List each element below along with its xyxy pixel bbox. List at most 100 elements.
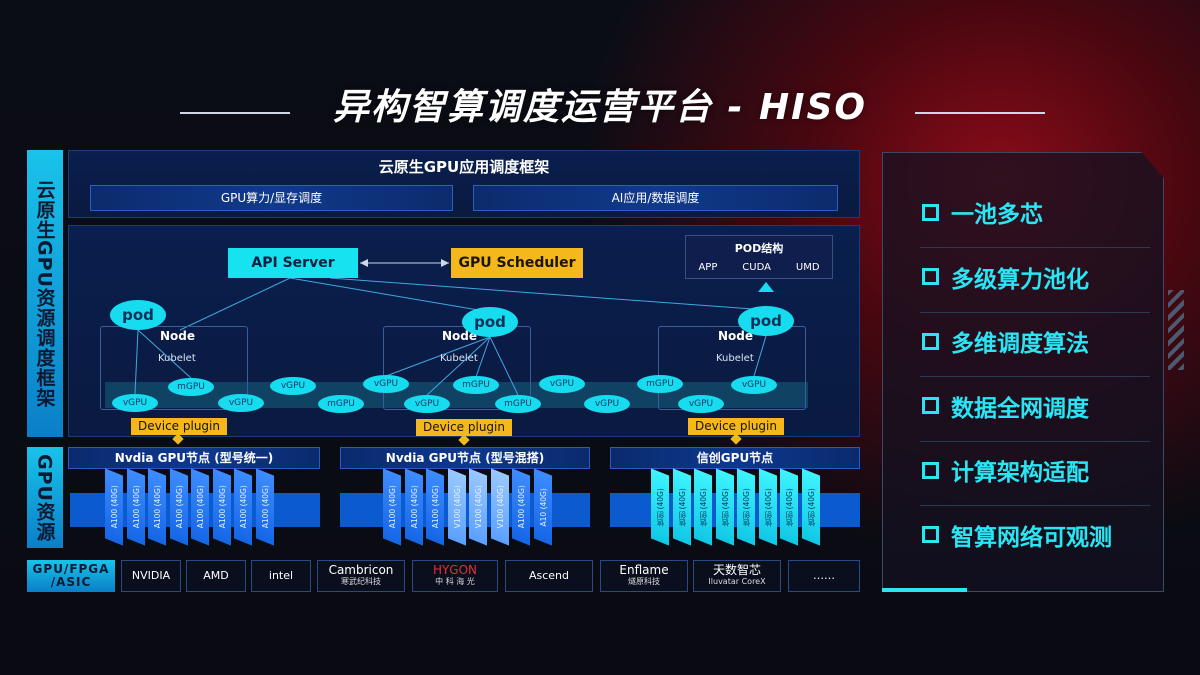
vgpu-ellipse: vGPU bbox=[112, 394, 158, 412]
side-label-framework: 云原生GPU资源调度框架 bbox=[27, 150, 63, 437]
gpu-chip-label: A100 (40G) bbox=[152, 485, 162, 529]
device-plugin-2: Device plugin bbox=[416, 419, 512, 436]
vendor-sub: 中 科 海 光 bbox=[435, 577, 475, 586]
vendor-logo-3: Cambricon 寒武纪科技 bbox=[317, 560, 405, 592]
gpu-chip-label: A100 (40G) bbox=[387, 485, 397, 529]
pod-structure-item: CUDA bbox=[742, 262, 771, 273]
gpu-chip: 信创 (40G) bbox=[672, 468, 691, 546]
vgpu-ellipse: vGPU bbox=[584, 395, 630, 413]
vendor-logo-6: Enflame 燧原科技 bbox=[600, 560, 688, 592]
vendor-logo-8: …… bbox=[788, 560, 860, 592]
gpu-chip-label: A100 (40G) bbox=[131, 485, 140, 529]
features-panel bbox=[882, 152, 1164, 592]
feature-label: 数据全网调度 bbox=[951, 395, 1089, 422]
gpu-chip: 信创 (40G) bbox=[801, 468, 820, 546]
pod-1: pod bbox=[110, 300, 166, 330]
kubelet-label: Kubelet bbox=[716, 353, 754, 364]
node-label: Node bbox=[718, 329, 754, 343]
vgpu-ellipse: vGPU bbox=[678, 395, 724, 413]
checkbox-square-icon bbox=[922, 397, 939, 414]
gpu-chip: 信创 (40G) bbox=[758, 468, 777, 546]
gpu-chip: A10 (40G) bbox=[533, 468, 552, 546]
gpu-chip: 信创 (40G) bbox=[780, 468, 798, 546]
gpu-chip-label: 信创 (40G) bbox=[763, 487, 772, 527]
gpu-chip: 信创 (40G) bbox=[651, 468, 669, 546]
checkbox-square-icon bbox=[922, 203, 939, 221]
feature-label: 计算架构适配 bbox=[951, 460, 1089, 486]
gpu-chip-label: V100 (40G) bbox=[473, 485, 483, 529]
pod-2: pod bbox=[462, 307, 518, 337]
gpu-chip: 信创 (40G) bbox=[715, 468, 734, 546]
kubelet-label: Kubelet bbox=[440, 353, 478, 364]
kubelet-label: Kubelet bbox=[158, 353, 196, 364]
gpu-chip: A100 (40G) bbox=[105, 468, 123, 546]
gpu-chip-label: A100 (40G) bbox=[217, 485, 226, 529]
gpu-chip-label: 信创 (40G) bbox=[655, 487, 665, 527]
node-label: Node bbox=[160, 329, 196, 343]
gpu-chip-label: A100 (40G) bbox=[109, 485, 119, 529]
gpu-chip-label: A100 (40G) bbox=[516, 485, 526, 529]
gpu-chip-label: A100 (40G) bbox=[260, 485, 269, 529]
mgpu-ellipse: mGPU bbox=[168, 378, 214, 396]
node-box-1 bbox=[100, 326, 248, 410]
vendor-name: Ascend bbox=[528, 569, 570, 582]
feature-divider bbox=[920, 505, 1150, 506]
gpu-compute-bar: GPU算力/显存调度 bbox=[90, 185, 453, 211]
vendor-logo-5: Ascend bbox=[505, 560, 593, 592]
gpu-scheduler-box: GPU Scheduler bbox=[451, 248, 583, 278]
vgpu-ellipse: vGPU bbox=[270, 377, 316, 395]
feature-divider bbox=[920, 247, 1150, 248]
vendor-name: 天数智芯 bbox=[712, 563, 761, 577]
gpu-chip: V100 (40G) bbox=[447, 468, 466, 546]
gpu-chip-label: V100 (40G) bbox=[495, 485, 504, 529]
checkbox-square-icon bbox=[922, 268, 939, 285]
vendor-sub: 燧原科技 bbox=[628, 577, 660, 586]
gpu-chip-label: 信创 (40G) bbox=[806, 487, 815, 527]
feature-item: 智算网络可观测 bbox=[922, 518, 1112, 552]
feature-label: 智算网络可观测 bbox=[951, 524, 1112, 551]
gpu-bus-3 bbox=[610, 493, 860, 527]
gpu-chip-label: A100 (40G) bbox=[409, 485, 418, 529]
page-title: 异构智算调度运营平台 - HISO bbox=[332, 87, 868, 128]
pod-structure-item: APP bbox=[698, 262, 718, 273]
gpu-chip: A100 (40G) bbox=[148, 468, 166, 546]
gpu-group-title-3: 信创GPU节点 bbox=[610, 447, 860, 469]
gpu-chip: 信创 (40G) bbox=[737, 468, 755, 546]
vendor-name: HYGON bbox=[432, 563, 478, 577]
top-panel-title: 云原生GPU应用调度框架 bbox=[378, 158, 550, 176]
feature-divider bbox=[920, 440, 1150, 442]
gpu-chip-label: V100 (40G) bbox=[452, 485, 461, 529]
gpu-chip: V100 (40G) bbox=[469, 468, 487, 546]
feature-item: 多维调度算法 bbox=[922, 324, 1089, 358]
gpu-chip: A100 (40G) bbox=[426, 468, 444, 546]
gpu-chip-label: A10 (40G) bbox=[538, 487, 547, 527]
gpu-chip-label: 信创 (40G) bbox=[720, 487, 729, 527]
gpu-chip-label: 信创 (40G) bbox=[784, 487, 794, 527]
ai-data-bar: AI应用/数据调度 bbox=[473, 185, 838, 211]
mgpu-ellipse: mGPU bbox=[318, 395, 364, 413]
feature-label: 多维调度算法 bbox=[951, 331, 1089, 357]
node-label: Node bbox=[442, 329, 478, 343]
vendor-name: …… bbox=[813, 569, 835, 582]
vgpu-ellipse: vGPU bbox=[539, 375, 585, 393]
feature-item: 计算架构适配 bbox=[922, 453, 1089, 487]
api-server-box: API Server bbox=[228, 248, 358, 278]
gpu-chip: A100 (40G) bbox=[234, 468, 252, 546]
mgpu-ellipse: mGPU bbox=[495, 395, 541, 413]
gpu-chip-label: 信创 (40G) bbox=[698, 487, 708, 527]
gpu-chip-label: 信创 (40G) bbox=[741, 487, 751, 527]
gpu-chip: A100 (40G) bbox=[169, 468, 188, 546]
gpu-chip: 信创 (40G) bbox=[694, 468, 712, 546]
vgpu-ellipse: vGPU bbox=[363, 375, 409, 393]
decor-accent bbox=[882, 588, 967, 592]
node-box-3 bbox=[658, 326, 806, 410]
vendor-logo-4: HYGON 中 科 海 光 bbox=[412, 560, 498, 592]
pod-structure-item: UMD bbox=[795, 262, 820, 273]
vendor-name: Cambricon bbox=[328, 563, 394, 577]
pod-structure-box: POD结构 APP CUDA UMD bbox=[685, 235, 833, 279]
gpu-chip: A100 (40G) bbox=[383, 468, 401, 546]
decor-stripes bbox=[1168, 290, 1184, 370]
vendor-sub: 寒武纪科技 bbox=[341, 577, 381, 586]
mgpu-ellipse: mGPU bbox=[453, 376, 499, 394]
